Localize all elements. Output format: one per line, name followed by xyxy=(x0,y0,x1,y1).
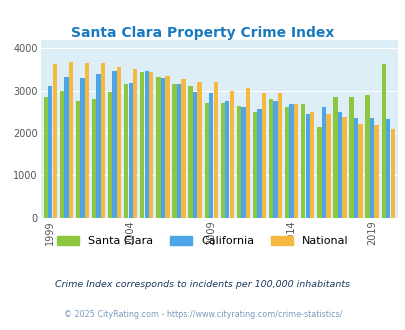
Bar xyxy=(177,84,181,218)
Bar xyxy=(140,72,144,218)
Bar xyxy=(181,80,185,218)
Bar xyxy=(241,107,245,218)
Bar xyxy=(337,112,341,218)
Bar xyxy=(268,99,273,218)
Bar xyxy=(284,107,289,218)
Bar xyxy=(172,84,176,218)
Bar xyxy=(289,104,293,218)
Bar xyxy=(305,114,309,218)
Bar xyxy=(128,83,132,218)
Bar xyxy=(204,103,208,218)
Bar xyxy=(325,114,330,218)
Bar xyxy=(301,104,305,218)
Bar xyxy=(76,101,80,218)
Bar xyxy=(390,129,394,218)
Bar xyxy=(369,118,373,218)
Bar xyxy=(48,86,52,218)
Bar xyxy=(144,71,149,218)
Bar xyxy=(293,104,298,218)
Bar xyxy=(165,76,169,218)
Bar xyxy=(96,74,100,218)
Bar xyxy=(85,62,89,218)
Bar xyxy=(373,125,378,218)
Bar xyxy=(112,71,117,218)
Bar xyxy=(124,84,128,218)
Bar xyxy=(257,109,261,218)
Bar xyxy=(92,99,96,218)
Bar xyxy=(149,72,153,218)
Bar xyxy=(64,77,68,218)
Bar xyxy=(316,127,321,218)
Bar xyxy=(220,103,224,218)
Bar xyxy=(60,90,64,218)
Bar xyxy=(229,91,233,218)
Bar xyxy=(100,62,105,218)
Bar xyxy=(133,69,137,218)
Text: © 2025 CityRating.com - https://www.cityrating.com/crime-statistics/: © 2025 CityRating.com - https://www.city… xyxy=(64,310,341,319)
Legend: Santa Clara, California, National: Santa Clara, California, National xyxy=(57,236,348,246)
Text: Crime Index corresponds to incidents per 100,000 inhabitants: Crime Index corresponds to incidents per… xyxy=(55,280,350,289)
Bar xyxy=(348,97,353,218)
Bar xyxy=(108,92,112,218)
Bar xyxy=(321,108,325,218)
Bar xyxy=(68,62,73,218)
Bar xyxy=(252,112,256,218)
Bar xyxy=(160,78,165,218)
Bar xyxy=(333,97,337,218)
Bar xyxy=(192,92,197,218)
Bar xyxy=(341,117,346,218)
Bar xyxy=(245,88,249,218)
Bar xyxy=(385,118,390,218)
Bar xyxy=(209,93,213,218)
Bar xyxy=(156,77,160,218)
Text: Santa Clara Property Crime Index: Santa Clara Property Crime Index xyxy=(71,26,334,40)
Bar xyxy=(213,82,217,218)
Bar xyxy=(364,95,369,218)
Bar xyxy=(117,67,121,218)
Bar xyxy=(236,106,241,218)
Bar xyxy=(53,64,57,218)
Bar xyxy=(188,86,192,218)
Bar xyxy=(261,93,266,218)
Bar xyxy=(309,112,313,218)
Bar xyxy=(43,97,48,218)
Bar xyxy=(224,101,229,218)
Bar xyxy=(277,93,281,218)
Bar xyxy=(381,64,385,218)
Bar xyxy=(80,78,84,218)
Bar xyxy=(197,82,201,218)
Bar xyxy=(273,101,277,218)
Bar xyxy=(358,124,362,218)
Bar xyxy=(353,118,357,218)
